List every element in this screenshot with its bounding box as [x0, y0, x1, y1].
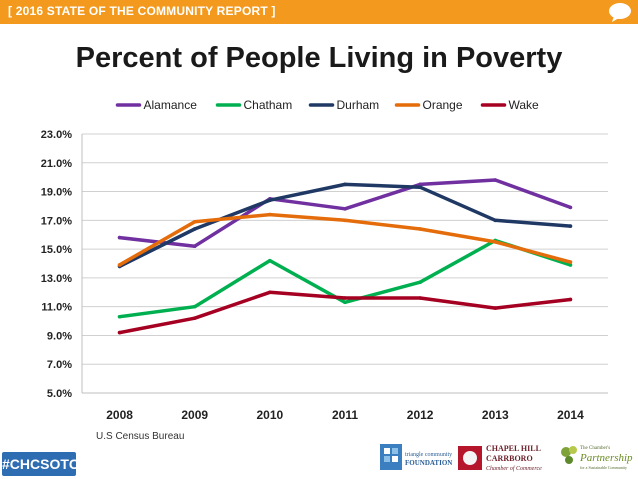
chcc-logo-line-1: CHAPEL HILL [486, 444, 541, 453]
triangle-community-foundation-logo: triangle community FOUNDATION [380, 444, 452, 470]
partner-logo-line-2: Partnership [579, 452, 633, 464]
data-point-chatham [117, 314, 122, 319]
data-point-durham [568, 224, 573, 228]
legend-label-orange: Orange [423, 98, 463, 112]
tcf-logo-line-2: FOUNDATION [405, 459, 452, 467]
data-point-orange [493, 240, 498, 244]
x-tick-label: 2013 [482, 408, 509, 422]
data-point-wake [493, 306, 498, 310]
data-point-orange [568, 260, 573, 264]
legend-label-chatham: Chatham [244, 98, 293, 112]
legend-label-wake: Wake [509, 98, 540, 112]
data-point-orange [418, 227, 422, 231]
series-line-chatham [117, 238, 573, 319]
data-source-note: U.S Census Bureau [96, 431, 185, 442]
data-point-chatham [192, 304, 197, 309]
speech-bubble-icon [609, 3, 631, 22]
data-point-wake [117, 330, 122, 335]
y-tick-label: 9.0% [47, 330, 72, 342]
x-tick-label: 2010 [257, 408, 284, 422]
data-point-orange [343, 218, 347, 223]
y-tick-label: 13.0% [41, 273, 72, 285]
y-tick-label: 15.0% [41, 244, 72, 256]
data-point-chatham [568, 263, 573, 267]
chcc-logo-line-3: Chamber of Commerce [486, 465, 542, 472]
y-tick-label: 5.0% [47, 388, 72, 400]
chapel-hill-carrboro-chamber-logo: CHAPEL HILL CARRBORO Chamber of Commerce [458, 444, 542, 472]
x-tick-label: 2012 [407, 408, 434, 422]
x-tick-label: 2009 [181, 408, 208, 422]
x-tick-label: 2008 [106, 408, 133, 422]
data-point-chatham [268, 258, 272, 263]
data-point-durham [268, 198, 272, 202]
data-point-durham [418, 185, 422, 190]
y-tick-label: 19.0% [41, 187, 72, 199]
y-tick-label: 21.0% [41, 158, 72, 170]
legend-label-durham: Durham [337, 98, 380, 112]
data-point-alamance [343, 207, 347, 211]
legend-label-alamance: Alamance [144, 98, 198, 112]
data-point-wake [343, 296, 347, 300]
data-point-alamance [117, 235, 122, 240]
data-point-alamance [568, 205, 573, 210]
tcf-logo-line-1: triangle community [405, 452, 452, 458]
partner-logo-line-3: for a Sustainable Community [580, 465, 627, 470]
data-point-wake [418, 296, 422, 300]
report-banner-bar: [ 2016 STATE OF THE COMMUNITY REPORT ] [0, 0, 638, 24]
data-point-durham [343, 182, 347, 187]
report-banner-text: [ 2016 STATE OF THE COMMUNITY REPORT ] [8, 4, 276, 18]
y-tick-label: 17.0% [41, 215, 72, 227]
y-tick-label: 11.0% [41, 302, 72, 314]
data-point-orange [117, 263, 122, 267]
data-point-orange [268, 212, 272, 217]
data-point-durham [192, 227, 197, 231]
chart-title: Percent of People Living in Poverty [75, 42, 563, 74]
y-tick-label: 23.0% [41, 129, 72, 141]
data-point-chatham [343, 300, 347, 305]
data-point-wake [568, 297, 573, 302]
chcc-logo-line-2: CARRBORO [486, 454, 533, 463]
data-point-alamance [418, 182, 422, 187]
data-point-chatham [418, 280, 422, 285]
chambers-partnership-logo: The Chamber's Partnership for a Sustaina… [561, 446, 633, 470]
data-point-orange [192, 219, 197, 224]
data-point-alamance [192, 244, 197, 249]
data-point-alamance [493, 178, 498, 182]
partner-logo-line-1: The Chamber's [580, 446, 610, 451]
data-point-wake [268, 290, 272, 295]
series-line-alamance [117, 178, 573, 248]
data-point-wake [192, 316, 197, 320]
y-tick-label: 7.0% [47, 359, 72, 371]
x-tick-label: 2014 [557, 408, 584, 422]
hashtag-badge: #CHCSOTC [2, 452, 79, 476]
poverty-line-chart: 5.0% 7.0% 9.0% 11.0% 13.0% 15.0% 17.0% 19.0% 21.… [41, 98, 608, 422]
data-point-durham [493, 218, 498, 223]
x-tick-label: 2011 [332, 408, 358, 422]
